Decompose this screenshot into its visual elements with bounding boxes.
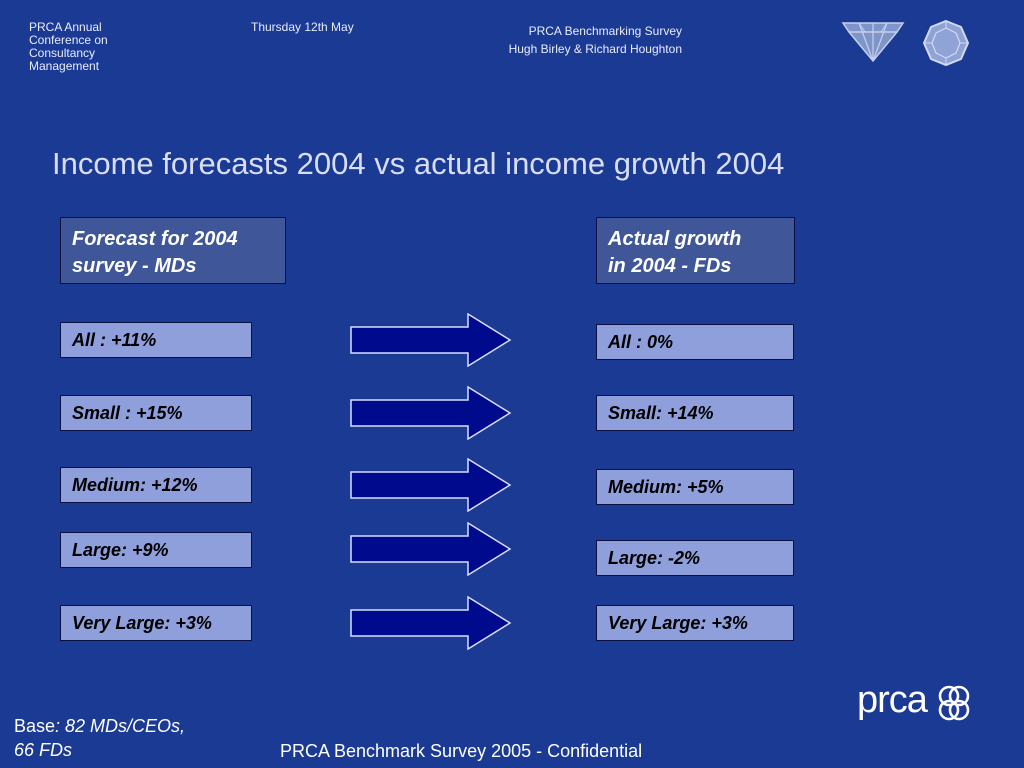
forecast-small: Small : +15% — [60, 395, 252, 431]
actual-heading: Actual growth in 2004 - FDs — [596, 217, 795, 284]
actual-medium: Medium: +5% — [596, 469, 794, 505]
prca-logo: prca — [857, 679, 975, 725]
survey-authors: Hugh Birley & Richard Houghton — [508, 42, 682, 56]
date-label: Thursday 12th May — [251, 20, 354, 34]
prca-rings-logo-icon — [938, 685, 970, 721]
survey-title: PRCA Benchmarking Survey — [528, 24, 682, 38]
slide-title: Income forecasts 2004 vs actual income g… — [52, 146, 785, 181]
forecast-medium: Medium: +12% — [60, 467, 252, 503]
forecast-all: All : +11% — [60, 322, 252, 358]
actual-all: All : 0% — [596, 324, 794, 360]
prca-wordmark: prca — [857, 679, 928, 721]
crystal-logo-icon — [922, 19, 970, 67]
forecast-large: Large: +9% — [60, 532, 252, 568]
base-value-fds: 66 FDs — [14, 740, 73, 760]
actual-small: Small: +14% — [596, 395, 794, 431]
forecast-very-large: Very Large: +3% — [60, 605, 252, 641]
right-arrow-icon — [350, 522, 512, 576]
conference-label: PRCA Annual Conference on Consultancy Ma… — [29, 20, 108, 73]
base-value: : 82 MDs/CEOs, — [55, 716, 186, 736]
base-label: Base — [14, 716, 56, 736]
actual-very-large: Very Large: +3% — [596, 605, 794, 641]
diamond-logo-icon — [841, 22, 905, 63]
right-arrow-icon — [350, 458, 512, 512]
right-arrow-icon — [350, 596, 512, 650]
base-note: Base: 82 MDs/CEOs, 66 FDs — [14, 714, 185, 762]
confidential-footer: PRCA Benchmark Survey 2005 - Confidentia… — [280, 741, 643, 761]
right-arrow-icon — [350, 386, 512, 440]
forecast-heading: Forecast for 2004 survey - MDs — [60, 217, 286, 284]
survey-info: PRCA Benchmarking Survey Hugh Birley & R… — [440, 22, 682, 58]
right-arrow-icon — [350, 313, 512, 367]
actual-large: Large: -2% — [596, 540, 794, 576]
